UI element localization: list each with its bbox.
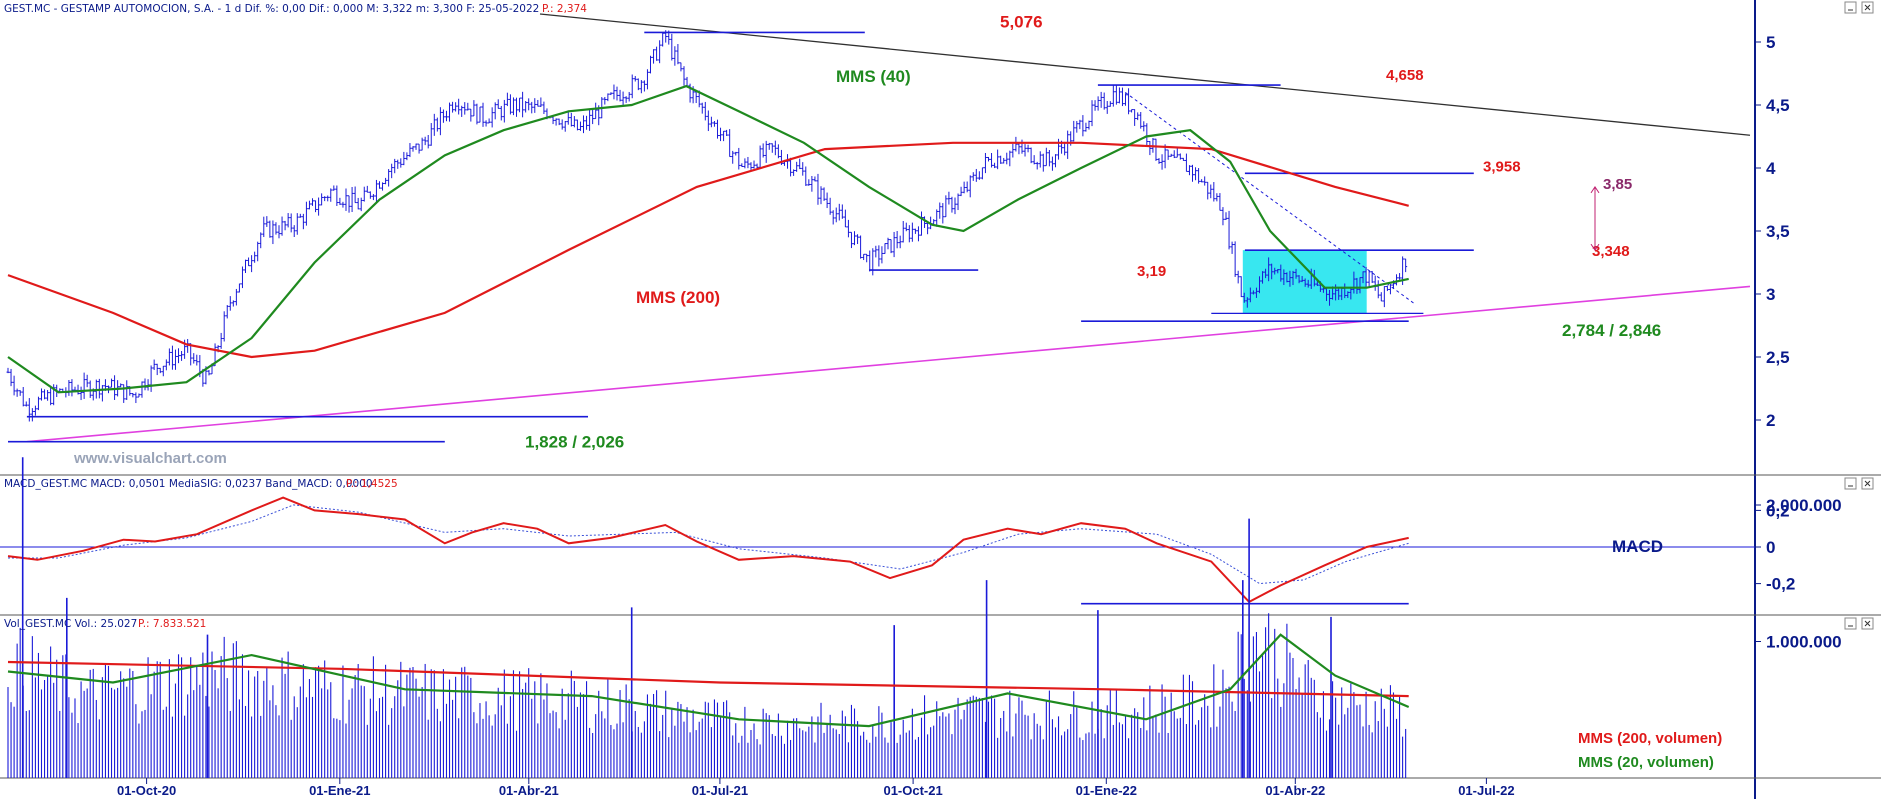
macd-panel-controls — [1844, 477, 1874, 490]
macd-signal-line — [8, 504, 1409, 585]
vol-mms20-label: MMS (20, volumen) — [1578, 754, 1714, 771]
watermark: www.visualchart.com — [73, 450, 227, 467]
mms40-label: MMS (40) — [836, 67, 911, 86]
mms200-label: MMS (200) — [636, 288, 720, 307]
x-tick-label: 01-Ene-21 — [309, 783, 370, 798]
volume-panel: MMS (200, volumen) MMS (20, volumen) — [7, 457, 1722, 778]
volume-header-p: P.: 7.833.521 — [138, 618, 206, 630]
x-tick-label: 01-Oct-21 — [883, 783, 942, 798]
minimize-button[interactable] — [1844, 617, 1857, 630]
macd-panel: MACD — [0, 496, 1755, 605]
mms200-line — [7, 141, 1409, 359]
y-tick-label: 5 — [1766, 33, 1775, 52]
macd-line — [7, 496, 1409, 604]
y-tick-label: 4,5 — [1766, 96, 1790, 115]
y-tick-label: -0,2 — [1766, 575, 1795, 594]
close-button[interactable] — [1861, 1, 1874, 14]
volume-panel-controls — [1844, 617, 1874, 630]
volume-header: Vol_GEST.MC Vol.: 25.027 — [4, 618, 137, 630]
level-label: 3,348 — [1592, 243, 1630, 260]
x-tick-label: 01-Jul-21 — [692, 783, 748, 798]
y-tick-label: 2.000.000 — [1766, 496, 1842, 515]
y-tick-label: 1.000.000 — [1766, 633, 1842, 652]
y-tick-label: 3 — [1766, 285, 1775, 304]
axes: 5 4,5 4 3,5 3 2,5 2 0,2 0 -0,2 2.000.000 1.000.000 0… — [117, 33, 1842, 798]
x-tick-label: 01-Ene-22 — [1076, 783, 1137, 798]
macd-header: MACD_GEST.MC MACD: 0,0501 MediaSIG: 0,02… — [4, 478, 373, 490]
vol-mms20-line — [7, 633, 1410, 728]
target-label: 3,85 — [1603, 176, 1632, 193]
price-header-p: P.: 2,374 — [542, 3, 587, 15]
y-tick-label: 2 — [1766, 411, 1775, 430]
x-tick-label: 01-Jul-22 — [1458, 783, 1514, 798]
x-tick-label: 01-Abr-22 — [1265, 783, 1325, 798]
price-panel: 5,076 4,658 3,958 3,348 3,19 2,784 / 2,846 1,8… — [6, 12, 1751, 452]
y-tick-label: 0,2 — [1766, 501, 1790, 520]
level-label: 3,958 — [1483, 158, 1521, 175]
y-tick-label: 0 — [1766, 538, 1775, 557]
close-button[interactable] — [1861, 477, 1874, 490]
price-panel-controls — [1844, 1, 1874, 14]
vol-mms200-line — [7, 660, 1409, 698]
target-arrow-heads — [1590, 185, 1600, 252]
y-tick-label: 3,5 — [1766, 222, 1790, 241]
resistance-trendline — [539, 13, 1751, 136]
x-tick-label: 01-Abr-21 — [499, 783, 559, 798]
support-trendline — [26, 285, 1751, 443]
x-tick-label: 01-Oct-20 — [117, 783, 176, 798]
level-label: 2,784 / 2,846 — [1562, 321, 1661, 340]
level-label: 4,658 — [1386, 67, 1424, 84]
mms40-line — [7, 84, 1409, 394]
level-label: 5,076 — [1000, 12, 1043, 31]
level-label: 1,828 / 2,026 — [525, 433, 624, 452]
minimize-button[interactable] — [1844, 477, 1857, 490]
level-label: 3,19 — [1137, 263, 1166, 280]
vol-mms200-label: MMS (200, volumen) — [1578, 730, 1722, 747]
y-tick-label: 4 — [1766, 159, 1776, 178]
macd-label: MACD — [1612, 537, 1663, 556]
y-tick-label: 2,5 — [1766, 348, 1790, 367]
macd-header-p: P.: 1,4525 — [346, 478, 398, 490]
close-button[interactable] — [1861, 617, 1874, 630]
minimize-button[interactable] — [1844, 1, 1857, 14]
price-header: GEST.MC - GESTAMP AUTOMOCION, S.A. - 1 d… — [4, 3, 539, 15]
